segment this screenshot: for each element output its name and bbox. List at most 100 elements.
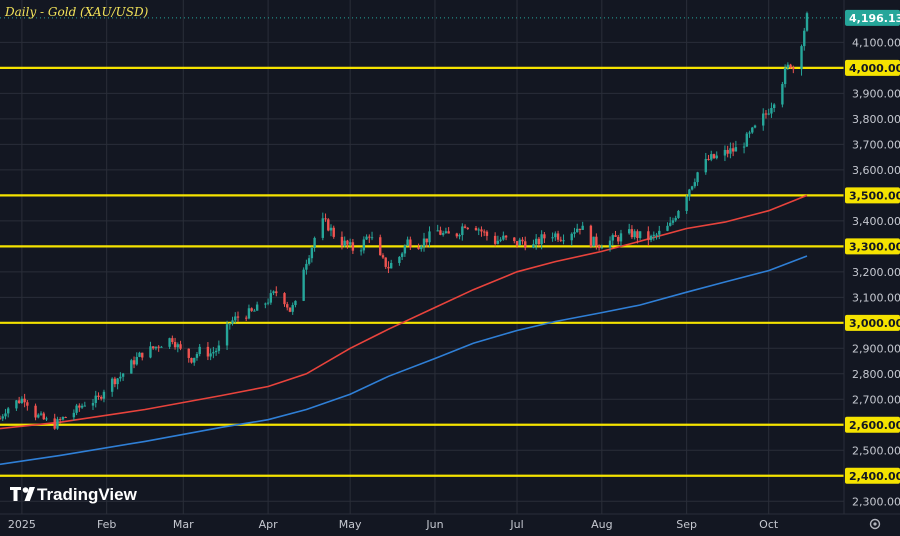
candle-body xyxy=(458,235,461,237)
candle-body xyxy=(461,226,464,236)
candle-body xyxy=(792,67,795,70)
chart-title: Daily - Gold (XAU/USD) xyxy=(4,5,149,19)
candle-body xyxy=(444,231,448,234)
moving-average-line xyxy=(0,255,808,466)
level-badge xyxy=(845,467,900,484)
candle-body xyxy=(80,405,84,408)
candle-body xyxy=(617,236,620,242)
candle-body xyxy=(518,239,521,246)
candle-body xyxy=(649,235,653,241)
candle-body xyxy=(305,263,308,270)
candle-body xyxy=(327,219,330,231)
horizontal-level-lines[interactable] xyxy=(0,17,844,477)
candle-body xyxy=(266,302,270,304)
time-tick-label: Aug xyxy=(591,518,612,531)
candle-body xyxy=(245,317,248,319)
candle-body xyxy=(228,323,231,325)
candle-body xyxy=(275,291,278,294)
candle-body xyxy=(748,132,751,134)
candle-body xyxy=(100,396,103,399)
gear-icon[interactable] xyxy=(869,518,881,530)
candle-body xyxy=(45,418,48,420)
candle-body xyxy=(731,148,735,152)
time-tick-label: Feb xyxy=(97,518,116,531)
candle-body xyxy=(570,233,573,241)
candle-body xyxy=(540,234,543,245)
candle-body xyxy=(34,405,37,418)
candle-body xyxy=(348,242,352,245)
candle-body xyxy=(770,107,773,114)
candle-body xyxy=(772,104,776,108)
price-tick-label: 2,900.000 xyxy=(852,342,900,355)
candle-body xyxy=(636,231,639,239)
candle-body xyxy=(762,113,765,126)
candle-body xyxy=(485,231,489,236)
candle-body xyxy=(677,210,680,218)
candle-body xyxy=(551,237,554,239)
candlesticks xyxy=(0,11,809,430)
candle-body xyxy=(321,218,324,238)
tradingview-logo-icon[interactable] xyxy=(10,487,35,501)
candle-body xyxy=(113,378,117,385)
candle-body xyxy=(190,357,193,363)
candle-body xyxy=(389,262,393,269)
candle-body xyxy=(7,408,10,414)
level-badge-label: 2,400.000 xyxy=(849,470,900,483)
candle-body xyxy=(39,413,43,415)
time-tick-label: May xyxy=(339,518,362,531)
price-axis-background[interactable] xyxy=(844,0,900,514)
price-tick-label: 3,700.000 xyxy=(852,138,900,151)
candle-body xyxy=(75,405,78,413)
candle-body xyxy=(556,233,560,240)
candle-body xyxy=(42,413,45,420)
candle-body xyxy=(611,235,614,241)
moving-average-line xyxy=(0,194,808,430)
tradingview-logo-text: TradingView xyxy=(37,485,138,504)
candle-body xyxy=(346,240,349,245)
candle-body xyxy=(745,133,749,147)
candle-body xyxy=(658,230,661,235)
candle-body xyxy=(480,229,483,232)
candle-body xyxy=(729,148,732,154)
candle-body xyxy=(403,245,407,254)
candle-body xyxy=(589,225,593,247)
candle-body xyxy=(466,227,469,229)
level-badge-label: 3,000.000 xyxy=(849,317,900,330)
level-badge-label: 3,300.000 xyxy=(849,240,900,253)
time-tick-label: Oct xyxy=(759,518,779,531)
candle-body xyxy=(340,236,344,246)
level-badge-label: 4,000.000 xyxy=(849,62,900,75)
candle-body xyxy=(803,30,806,47)
candle-body xyxy=(521,239,524,242)
candle-body xyxy=(614,235,617,237)
candle-body xyxy=(61,416,65,420)
candle-body xyxy=(272,291,275,294)
candle-body xyxy=(368,236,371,238)
candle-body xyxy=(789,64,792,68)
candle-body xyxy=(387,266,390,269)
candle-body xyxy=(463,226,467,228)
candle-body xyxy=(154,346,158,349)
candle-body xyxy=(37,414,40,418)
candle-body xyxy=(72,412,76,418)
candle-body xyxy=(332,227,335,237)
price-tick-label: 2,800.000 xyxy=(852,368,900,381)
candle-body xyxy=(294,300,297,306)
candle-body xyxy=(417,247,420,250)
candle-body xyxy=(428,231,431,243)
candle-body xyxy=(83,405,87,407)
candle-body xyxy=(132,360,136,365)
candle-body xyxy=(696,172,699,183)
candle-body xyxy=(310,248,314,259)
candle-body xyxy=(157,346,160,348)
candle-body xyxy=(176,344,180,348)
candle-body xyxy=(116,378,119,385)
candle-body xyxy=(231,320,234,324)
candle-body xyxy=(135,356,138,365)
candle-body xyxy=(688,189,691,197)
candle-body xyxy=(597,245,601,248)
candle-body xyxy=(764,113,768,115)
candle-body xyxy=(119,376,122,379)
